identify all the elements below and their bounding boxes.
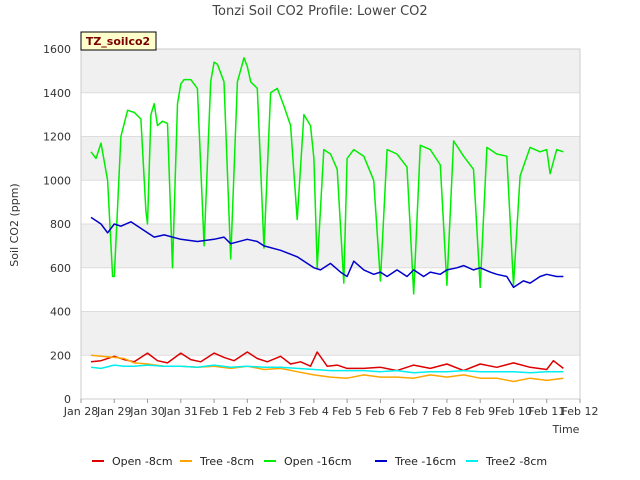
- plot-background-bands: [81, 49, 580, 356]
- y-tick-label: 200: [50, 349, 71, 362]
- y-tick-label: 1200: [43, 131, 71, 144]
- x-tick-label: Feb 7: [399, 405, 429, 418]
- y-tick-label: 800: [50, 218, 71, 231]
- legend-label: Open -8cm: [112, 455, 173, 468]
- x-tick-label: Feb 4: [299, 405, 329, 418]
- y-tick-label: 0: [64, 393, 71, 406]
- x-tick-label: Jan 31: [163, 405, 198, 418]
- legend-label: Open -16cm: [284, 455, 352, 468]
- series-line-open-8cm: [90, 351, 564, 372]
- series-line-tree-8cm: [90, 354, 564, 383]
- x-tick-label: Feb 1: [199, 405, 229, 418]
- x-tick-label: Feb 10: [495, 405, 532, 418]
- legend-label: Tree2 -8cm: [485, 455, 547, 468]
- x-tick-label: Feb 5: [332, 405, 362, 418]
- series-line-tree2-8cm: [90, 364, 564, 374]
- y-tick-label: 1000: [43, 174, 71, 187]
- x-tick-label: Jan 28: [63, 405, 98, 418]
- x-tick-label: Jan 29: [96, 405, 131, 418]
- legend-label: Tree -8cm: [199, 455, 254, 468]
- y-tick-label: 1600: [43, 43, 71, 56]
- series-line-tree-16cm: [90, 216, 564, 289]
- x-tick-label: Feb 6: [365, 405, 395, 418]
- plot-band: [81, 136, 580, 181]
- x-tick-label: Feb 12: [562, 405, 599, 418]
- site-label-box: TZ_soilco2: [80, 31, 157, 51]
- plot-area: [80, 48, 581, 400]
- chart-title: Tonzi Soil CO2 Profile: Lower CO2: [211, 4, 427, 19]
- x-tick-label: Feb 8: [432, 405, 462, 418]
- series-line-open-16cm: [90, 57, 564, 295]
- x-tick-label: Feb 3: [266, 405, 296, 418]
- x-tick-label: Feb 9: [465, 405, 495, 418]
- y-axis-ticks: 0 200 400 600 800 1000 1200 1400 1600: [43, 43, 71, 406]
- legend-label: Tree -16cm: [394, 455, 456, 468]
- x-tick-label: Jan 30: [129, 405, 164, 418]
- plot-band: [81, 49, 580, 93]
- y-tick-label: 600: [50, 262, 71, 275]
- x-tick-label: Feb 2: [232, 405, 262, 418]
- y-axis-label: Soil CO2 (ppm): [8, 183, 21, 266]
- series-lines: [90, 57, 564, 383]
- site-label: TZ_soilco2: [86, 35, 150, 48]
- x-tick-label: Feb 11: [528, 405, 565, 418]
- x-axis-label: Time: [552, 423, 580, 436]
- y-tick-label: 1400: [43, 87, 71, 100]
- plot-band: [81, 311, 580, 356]
- y-tick-label: 400: [50, 306, 71, 319]
- legend: Open -8cm Tree -8cm Open -16cm Tree -16cm Tr…: [92, 455, 547, 468]
- plot-band: [81, 224, 580, 268]
